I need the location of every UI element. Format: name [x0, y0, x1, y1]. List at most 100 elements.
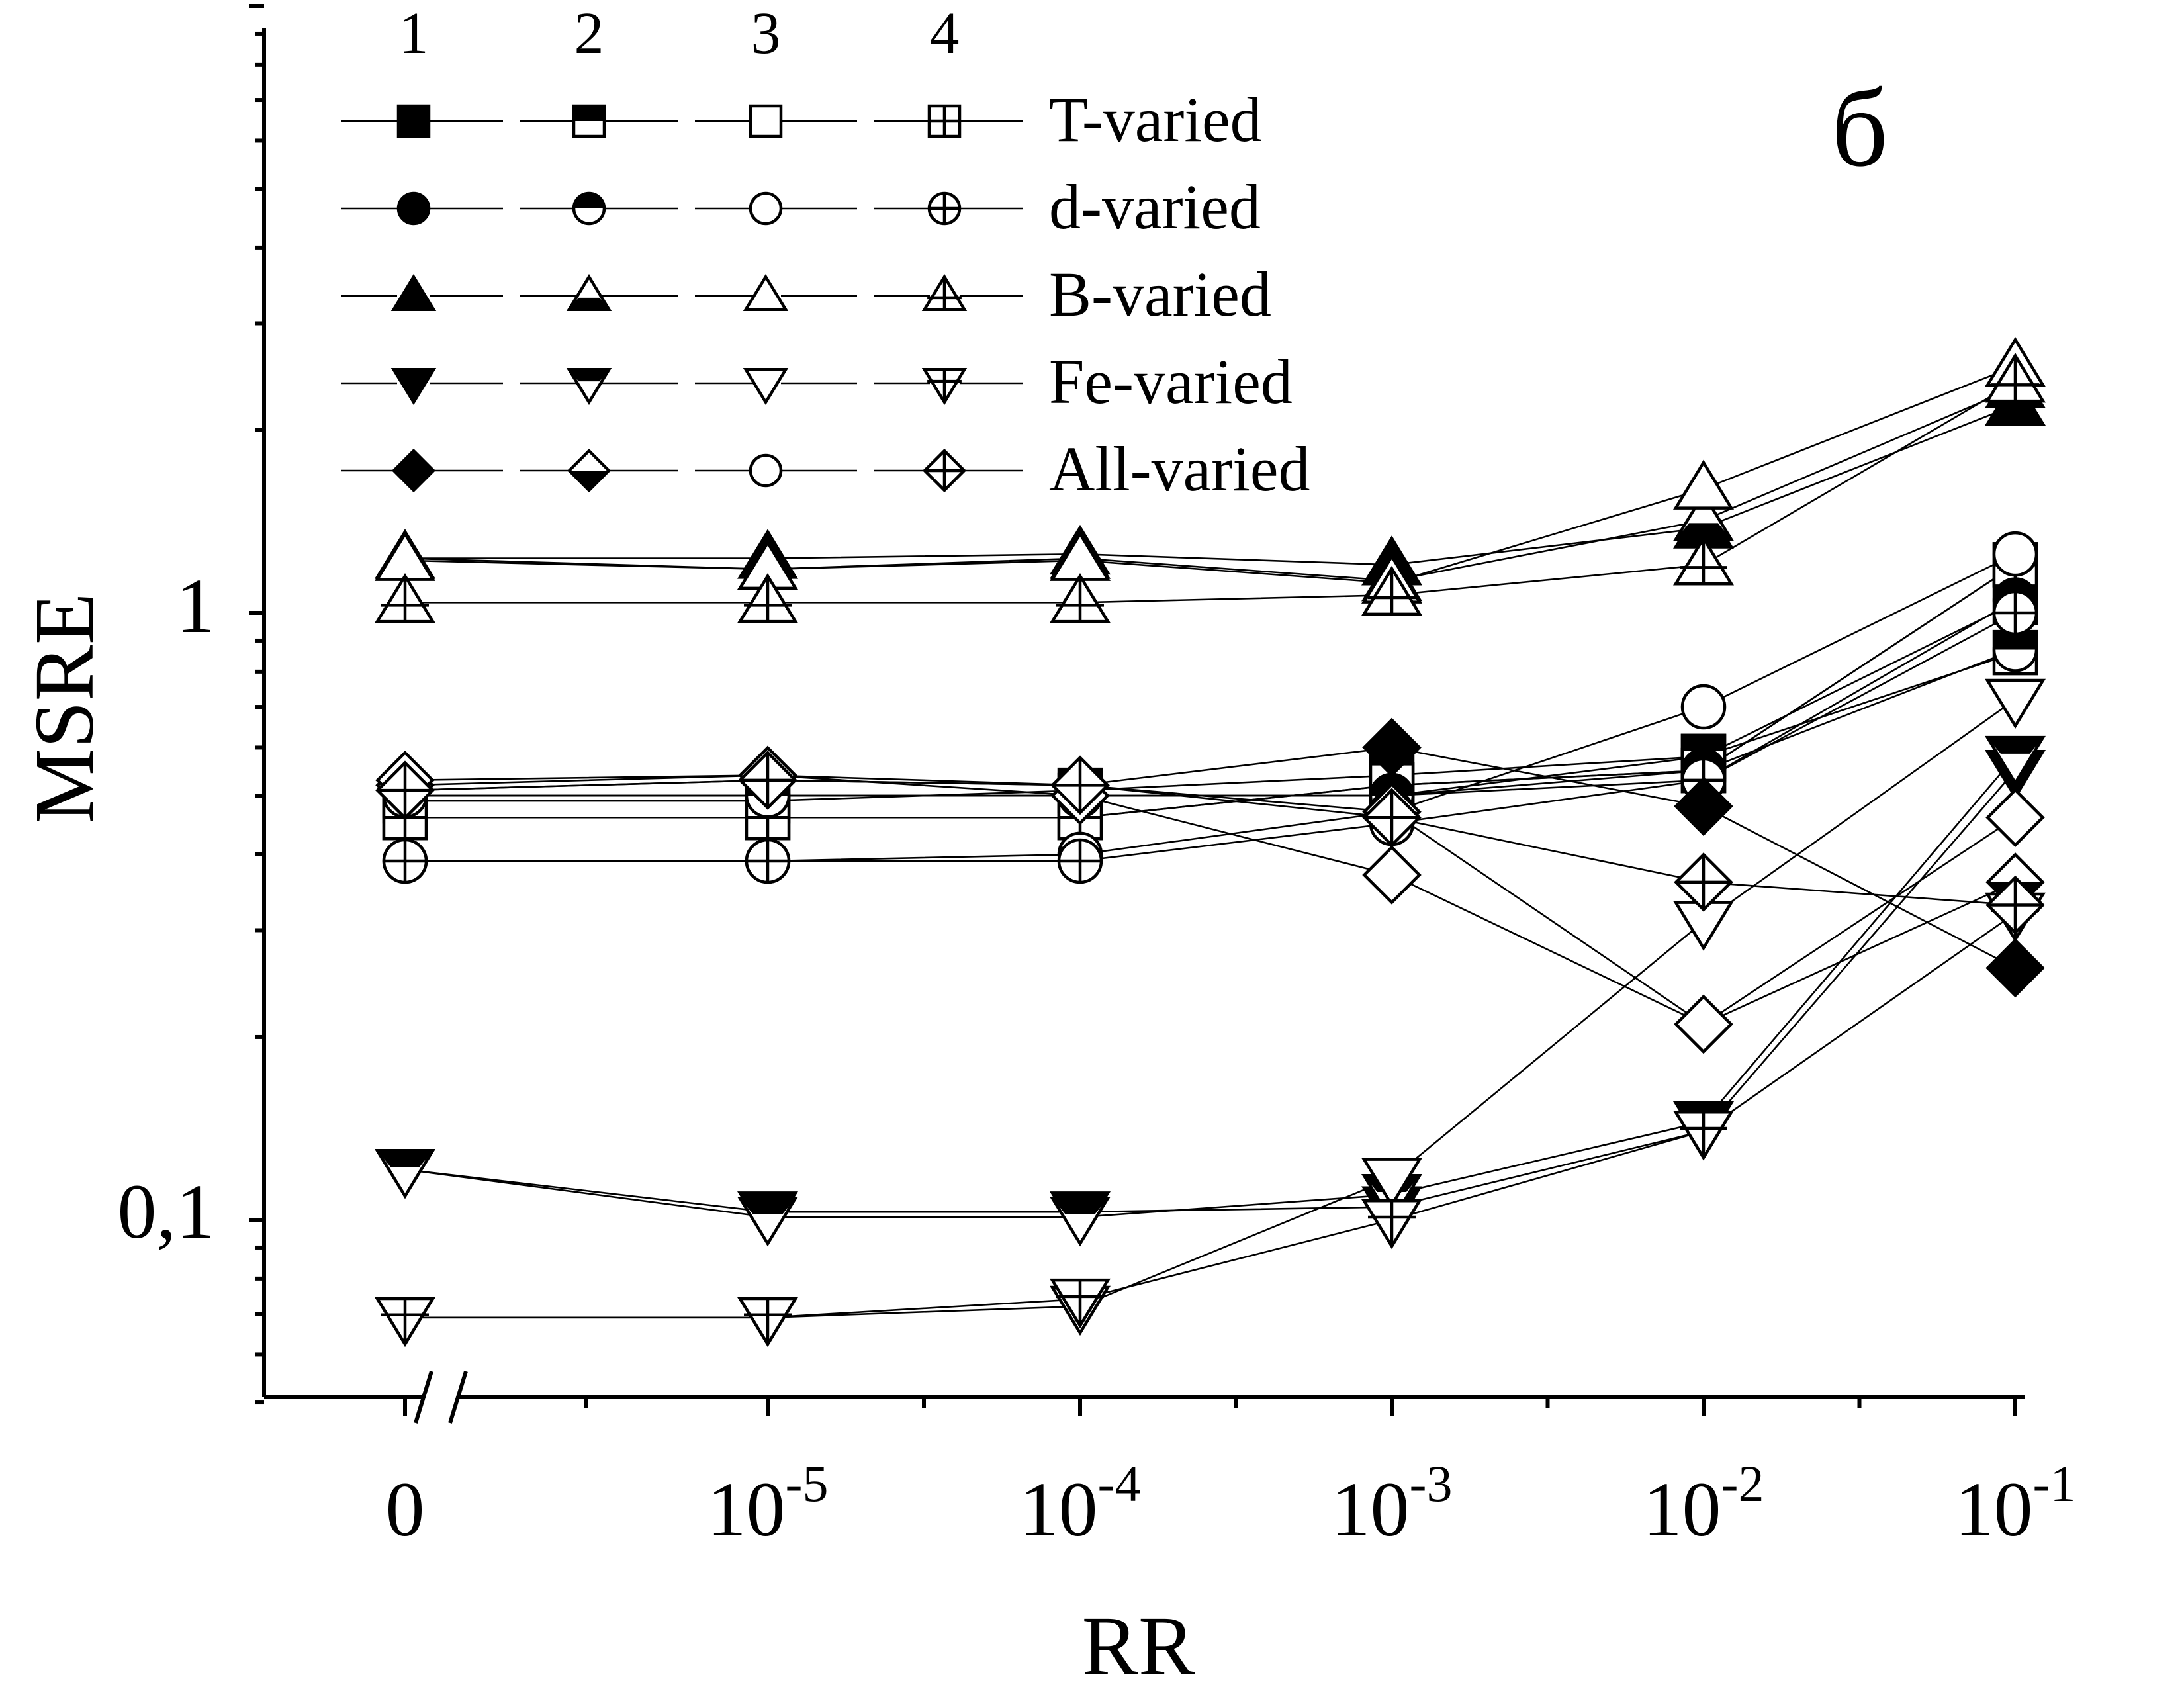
legend-label: B-varied: [1049, 259, 1271, 330]
legend-label: T-varied: [1049, 84, 1262, 155]
legend-marker: [396, 191, 431, 226]
series-line-13: [404, 756, 2016, 1218]
legend-marker: [572, 191, 606, 226]
legend-marker: [927, 104, 962, 138]
y-tick-labels: 0,1 1: [118, 563, 216, 1255]
data-point-15-4: [1672, 1110, 1735, 1161]
data-point-11-0: [374, 573, 436, 623]
legend-label: Fe-varied: [1049, 346, 1293, 417]
axes: [249, 4, 2025, 1424]
legend-marker: [391, 448, 436, 493]
data-point-16-4: [1674, 776, 1733, 837]
panel-label: б: [1831, 67, 1888, 190]
y-tick-label-1: 1: [176, 563, 215, 649]
legend-marker: [927, 191, 962, 226]
legend-marker: [390, 368, 437, 406]
legend-marker: [396, 104, 431, 138]
data-point-13-2: [1049, 1196, 1111, 1247]
x-ticks: [403, 1397, 2017, 1416]
x-tick-label: 10-4: [1020, 1455, 1141, 1553]
data-point-11-1: [737, 573, 799, 623]
legend-column-header: 1: [399, 1, 429, 66]
data-point-7-2: [1057, 838, 1103, 884]
data-point-7-5: [1992, 590, 2038, 636]
legend-marker: [749, 104, 783, 138]
data-point-15-2: [1049, 1278, 1111, 1329]
legend-marker: [743, 273, 789, 311]
data-point-19-0: [375, 760, 435, 820]
series-line-19: [404, 779, 2016, 906]
data-point-10-0: [374, 531, 436, 581]
y-axis-title: MSRE: [17, 593, 111, 824]
series-line-16: [404, 747, 2016, 969]
data-point-16-3: [1362, 717, 1422, 778]
data-point-19-2: [1050, 755, 1110, 815]
legend-marker: [390, 273, 437, 311]
data-point-11-4: [1672, 535, 1735, 586]
series-line-18: [404, 774, 2016, 1026]
x-tick-label: 10-3: [1332, 1455, 1453, 1553]
series-line-10: [404, 365, 2016, 584]
series-line-8: [405, 404, 2016, 566]
data-point-19-1: [738, 751, 797, 810]
x-tick-label: 10-1: [1955, 1455, 2076, 1553]
y-tick-label-0: 0,1: [118, 1168, 216, 1255]
axis-break-slash-2: [448, 1371, 468, 1424]
data-point-16-5: [1985, 938, 2045, 998]
data-point-19-3: [1362, 788, 1422, 848]
data-point-18-3: [1362, 845, 1422, 905]
data-point-11-2: [1049, 573, 1111, 623]
legend-marker: [566, 273, 612, 311]
legend-marker: [567, 448, 612, 493]
legend-marker: [749, 453, 783, 488]
axis-break-mark: [414, 1371, 468, 1424]
data-point-13-1: [737, 1196, 799, 1247]
series-line-12: [404, 770, 2016, 1213]
data-point-14-5: [1984, 678, 2046, 729]
series-line-7: [405, 612, 2016, 862]
series-line-0: [405, 602, 2016, 797]
data-point-11-3: [1361, 565, 1423, 616]
legend-marker: [572, 104, 606, 138]
legend-label: All-varied: [1049, 434, 1310, 504]
data-point-6-5: [1992, 531, 2038, 577]
axis-break-slash-1: [414, 1371, 433, 1424]
series-line-11: [405, 381, 2016, 604]
data-point-7-0: [382, 838, 428, 884]
legend-column-header: 2: [574, 1, 604, 66]
series-line-17: [404, 774, 2016, 1026]
data-point-15-0: [374, 1297, 436, 1348]
data-point-19-4: [1674, 852, 1733, 912]
data-point-7-1: [745, 838, 791, 884]
legend-column-header: 3: [751, 1, 781, 66]
data-point-15-3: [1361, 1199, 1423, 1250]
series-line-5: [405, 649, 2016, 797]
data-point-6-4: [1680, 684, 1727, 730]
series-line-1: [405, 651, 2016, 802]
data-point-13-5: [1984, 735, 2046, 786]
x-tick-label: 10-5: [707, 1455, 829, 1553]
data-point-13-0: [374, 1149, 436, 1199]
series-markers: [374, 336, 2046, 1348]
x-tick-label: 0: [386, 1466, 425, 1553]
data-point-14-3: [1361, 1158, 1423, 1208]
x-tick-labels: 0 10-5 10-4 10-3 10-2 10-1: [386, 1455, 2076, 1553]
legend-marker: [566, 368, 612, 406]
legend-marker: [743, 368, 789, 406]
series-line-4: [405, 599, 2016, 797]
series-lines: [404, 365, 2016, 1319]
x-axis-title: RR: [1082, 1599, 1195, 1688]
series-line-15: [405, 912, 2016, 1319]
legend-marker: [749, 191, 783, 226]
x-tick-label: 10-2: [1643, 1455, 1764, 1553]
data-point-11-5: [1984, 353, 2046, 403]
data-point-10-4: [1672, 459, 1735, 510]
legend-column-header: 4: [930, 1, 960, 66]
y-ticks: [249, 4, 264, 1405]
legend-marker: [922, 448, 967, 493]
data-point-19-5: [1985, 875, 2045, 935]
series-line-14: [405, 698, 2016, 1319]
legend-marker: [921, 273, 968, 311]
data-point-18-4: [1674, 994, 1733, 1054]
